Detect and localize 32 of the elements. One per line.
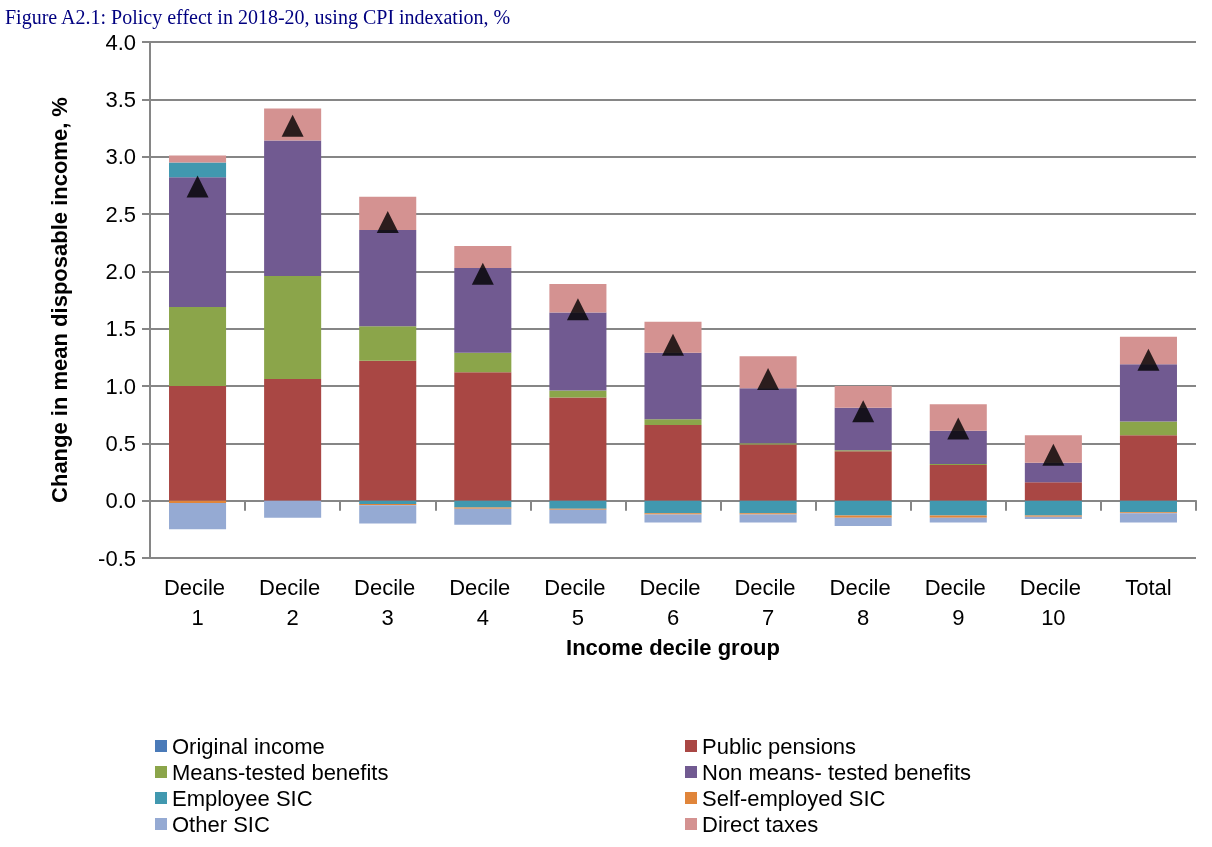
legend-label: Self-employed SIC xyxy=(702,785,886,811)
legend-label: Original income xyxy=(172,733,325,759)
legend-label: Other SIC xyxy=(172,811,270,837)
y-tick-label: 0.0 xyxy=(105,488,136,514)
y-tick-label: 2.0 xyxy=(105,258,136,284)
y-tick-label: 3.5 xyxy=(105,86,136,112)
x-tick-label: Decile 1 xyxy=(163,574,232,630)
legend-label: Employee SIC xyxy=(172,785,313,811)
y-axis-title: Change in mean disposable income, % xyxy=(46,97,72,503)
legend-label: Public pensions xyxy=(702,733,857,759)
legend-label: Non means- tested benefits xyxy=(702,759,972,785)
chart-title: Figure A2.1: Policy effect in 2018-20, using CPI indexation, % xyxy=(5,6,511,29)
x-tick-label: Decile 9 xyxy=(924,574,992,630)
y-tick-label: 0.5 xyxy=(105,430,136,456)
x-tick-label: Decile 8 xyxy=(829,574,897,630)
y-tick-label: 2.5 xyxy=(105,201,136,227)
x-tick-label: Decile 6 xyxy=(639,574,707,630)
y-tick-label: 3.0 xyxy=(105,144,136,170)
y-tick-label: 4.0 xyxy=(105,29,136,55)
x-tick-label: Decile 7 xyxy=(734,574,802,630)
x-axis-title: Income decile group xyxy=(566,635,780,661)
legend-label: Direct taxes xyxy=(702,811,819,837)
x-tick-label: Decile 4 xyxy=(449,574,517,630)
x-tick-label: Decile 5 xyxy=(544,574,612,630)
legend-label: Means-tested benefits xyxy=(172,759,389,785)
x-tick-label: Decile 3 xyxy=(354,574,422,630)
x-tick-label: Total xyxy=(1125,574,1172,600)
y-tick-label: -0.5 xyxy=(98,545,136,571)
y-tick-label: 1.5 xyxy=(105,316,136,342)
y-tick-label: 1.0 xyxy=(105,373,136,399)
x-tick-label: Decile 10 xyxy=(1019,574,1087,630)
x-tick-label: Decile 2 xyxy=(259,574,327,630)
